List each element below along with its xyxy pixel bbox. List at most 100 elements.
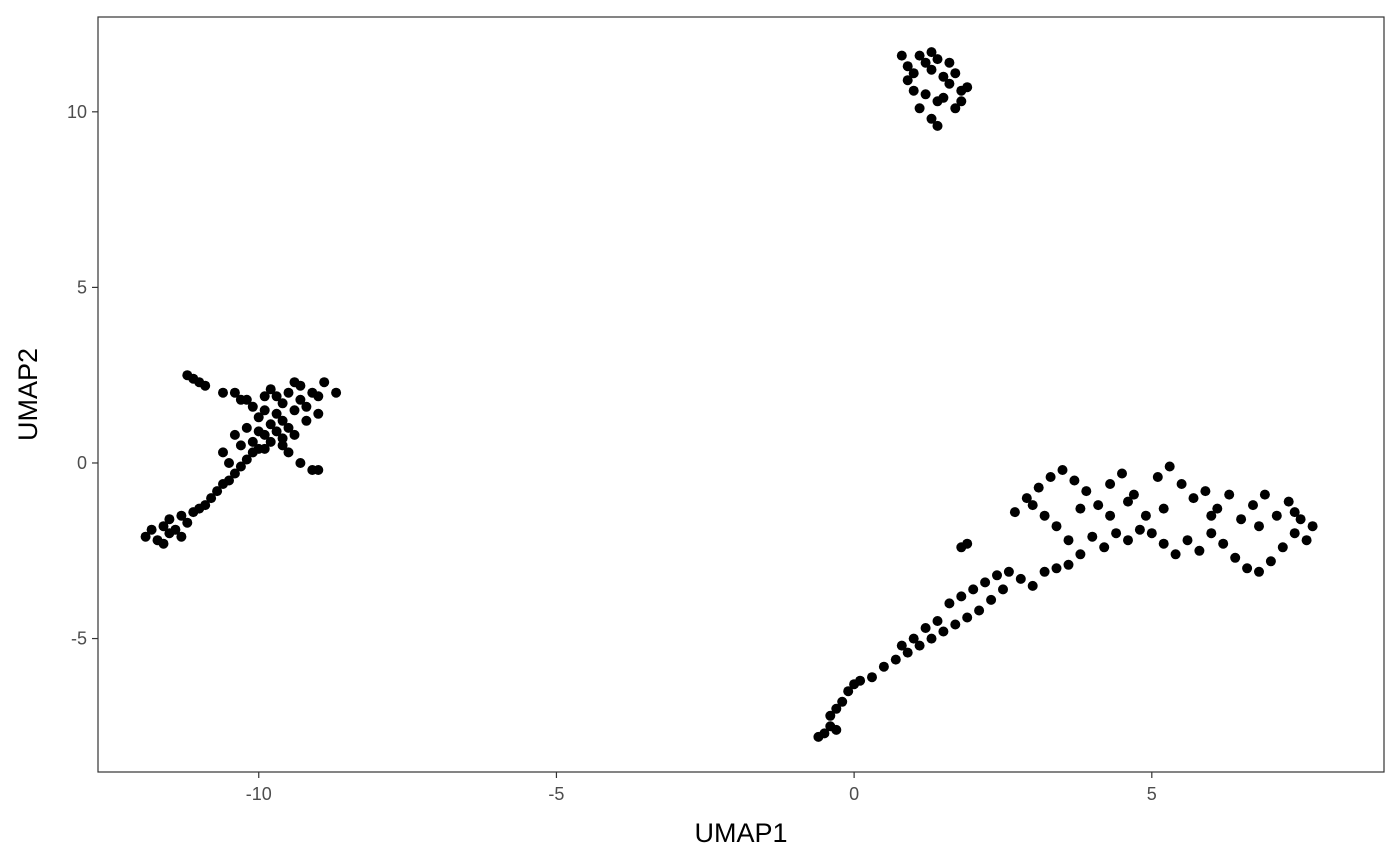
data-point: [1295, 514, 1306, 525]
data-point: [1027, 580, 1038, 591]
x-tick-label: 5: [1147, 784, 1157, 804]
data-point: [247, 401, 258, 412]
data-point: [283, 387, 294, 398]
data-point: [890, 654, 901, 665]
data-point: [277, 398, 288, 409]
data-point: [914, 103, 925, 114]
data-point: [301, 401, 312, 412]
data-point: [926, 633, 937, 644]
data-point: [1271, 510, 1282, 521]
data-point: [920, 623, 931, 633]
data-point: [1218, 538, 1229, 549]
data-point: [301, 415, 312, 426]
data-point: [1194, 545, 1205, 556]
data-point: [1254, 521, 1264, 532]
data-point: [932, 120, 943, 131]
data-point: [313, 391, 324, 402]
data-point: [831, 724, 842, 735]
data-point: [1045, 472, 1056, 482]
data-point: [176, 531, 187, 542]
x-tick-label: -5: [548, 784, 564, 804]
data-point: [1123, 496, 1133, 507]
data-point: [1158, 538, 1169, 549]
data-point: [1307, 521, 1318, 532]
data-point: [950, 103, 961, 114]
data-point: [235, 461, 246, 472]
data-point: [1075, 549, 1086, 560]
data-point: [200, 380, 211, 391]
data-point: [259, 443, 270, 454]
data-point: [1063, 535, 1074, 546]
data-point: [1200, 486, 1211, 497]
data-point: [1170, 549, 1181, 560]
data-point: [170, 524, 181, 535]
data-point: [914, 50, 925, 61]
data-point: [1265, 556, 1276, 567]
data-point: [920, 89, 931, 100]
data-point: [902, 75, 913, 86]
data-point: [1289, 507, 1300, 518]
data-point: [1033, 482, 1044, 493]
data-point: [932, 616, 943, 626]
data-point: [271, 426, 282, 437]
data-point: [1099, 542, 1110, 553]
data-point: [1236, 514, 1247, 525]
data-point: [277, 433, 288, 444]
data-point: [1182, 535, 1193, 546]
point-layer: [140, 47, 1318, 742]
data-point: [1146, 528, 1157, 539]
data-point: [962, 82, 973, 93]
data-point: [902, 61, 913, 72]
data-point: [938, 92, 949, 103]
data-point: [140, 531, 151, 542]
data-point: [224, 458, 234, 468]
data-point: [855, 675, 866, 686]
data-point: [1254, 566, 1264, 577]
data-point: [1009, 507, 1020, 518]
data-point: [896, 640, 907, 651]
data-point: [867, 672, 877, 683]
data-point: [1206, 528, 1217, 539]
data-point: [206, 493, 217, 504]
data-point: [1081, 486, 1092, 497]
data-point: [1301, 535, 1312, 546]
data-point: [926, 47, 937, 58]
y-tick-label: 5: [77, 277, 87, 297]
data-point: [146, 524, 157, 535]
data-point: [1212, 503, 1223, 514]
data-point: [1128, 489, 1139, 500]
data-point: [283, 447, 294, 458]
y-tick-label: 0: [77, 453, 87, 473]
data-point: [229, 387, 240, 398]
x-tick-label: -10: [246, 784, 272, 804]
data-point: [920, 57, 931, 68]
data-point: [265, 436, 276, 447]
data-point: [283, 422, 294, 433]
data-point: [259, 405, 270, 416]
data-point: [902, 647, 913, 658]
data-point: [837, 696, 848, 707]
data-point: [956, 542, 967, 553]
data-point: [295, 394, 306, 405]
data-point: [1259, 489, 1270, 500]
data-point: [1105, 510, 1116, 521]
data-point: [1087, 531, 1098, 542]
data-point: [974, 605, 985, 616]
data-point: [938, 626, 949, 637]
data-point: [1021, 493, 1032, 504]
data-point: [843, 686, 854, 697]
y-tick-label: -5: [71, 629, 87, 649]
data-point: [998, 584, 1008, 595]
data-point: [926, 64, 937, 75]
y-axis-title: UMAP2: [13, 348, 43, 441]
data-point: [1051, 563, 1062, 574]
data-point: [986, 594, 997, 605]
data-point: [218, 387, 228, 398]
data-point: [926, 113, 937, 124]
data-point: [1140, 510, 1151, 521]
data-point: [277, 440, 288, 451]
data-point: [1206, 510, 1217, 521]
data-point: [992, 570, 1002, 581]
data-point: [1111, 528, 1122, 539]
